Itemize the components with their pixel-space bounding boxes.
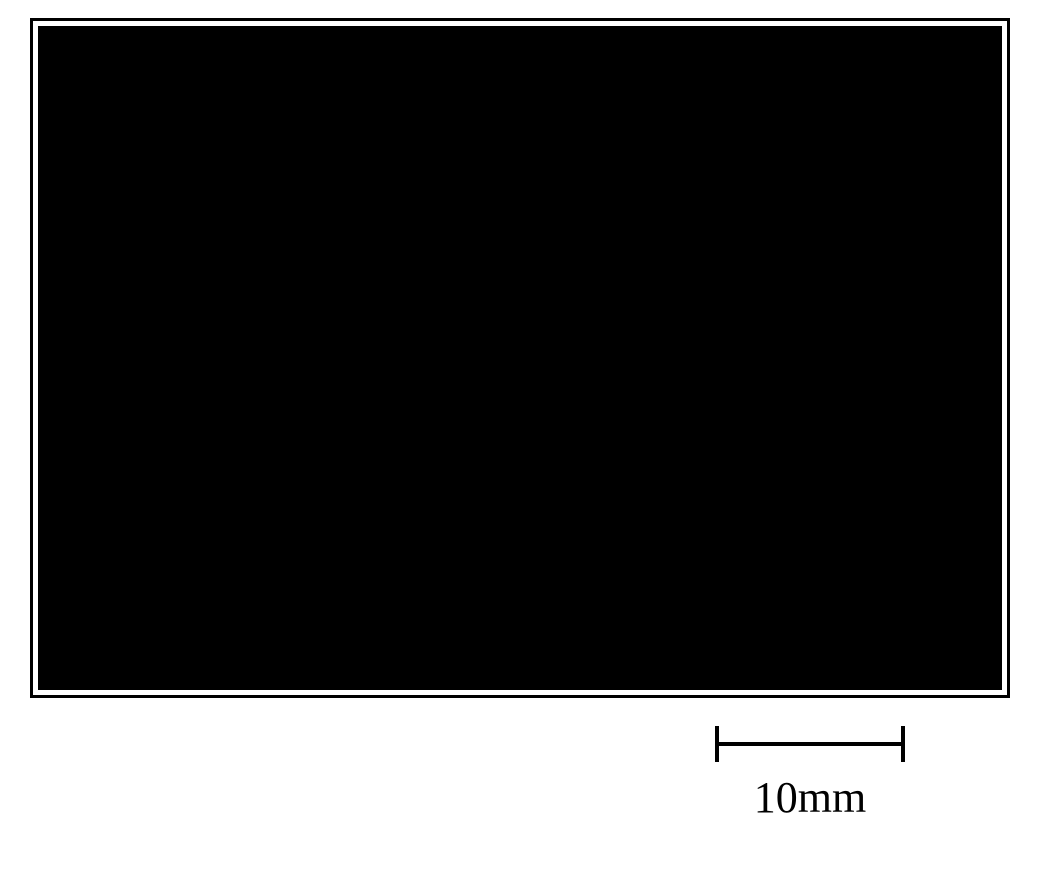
scale-bar-label: 10mm [754, 772, 866, 823]
scale-bar-line [715, 742, 905, 746]
figure-container [30, 18, 1010, 698]
scale-bar-tick-right [901, 726, 905, 762]
scale-bar-container: 10mm [700, 724, 920, 844]
scale-bar [715, 724, 905, 764]
figure-fill [38, 26, 1002, 690]
